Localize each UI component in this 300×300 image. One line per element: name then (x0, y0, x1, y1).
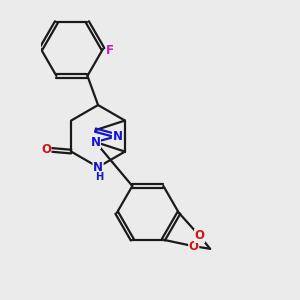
Text: H: H (95, 172, 103, 182)
Text: O: O (195, 230, 205, 242)
Text: N: N (93, 160, 103, 174)
Text: O: O (41, 143, 51, 156)
Text: N: N (90, 136, 100, 148)
Text: N: N (112, 130, 122, 142)
Text: O: O (189, 240, 199, 253)
Text: F: F (106, 44, 114, 58)
